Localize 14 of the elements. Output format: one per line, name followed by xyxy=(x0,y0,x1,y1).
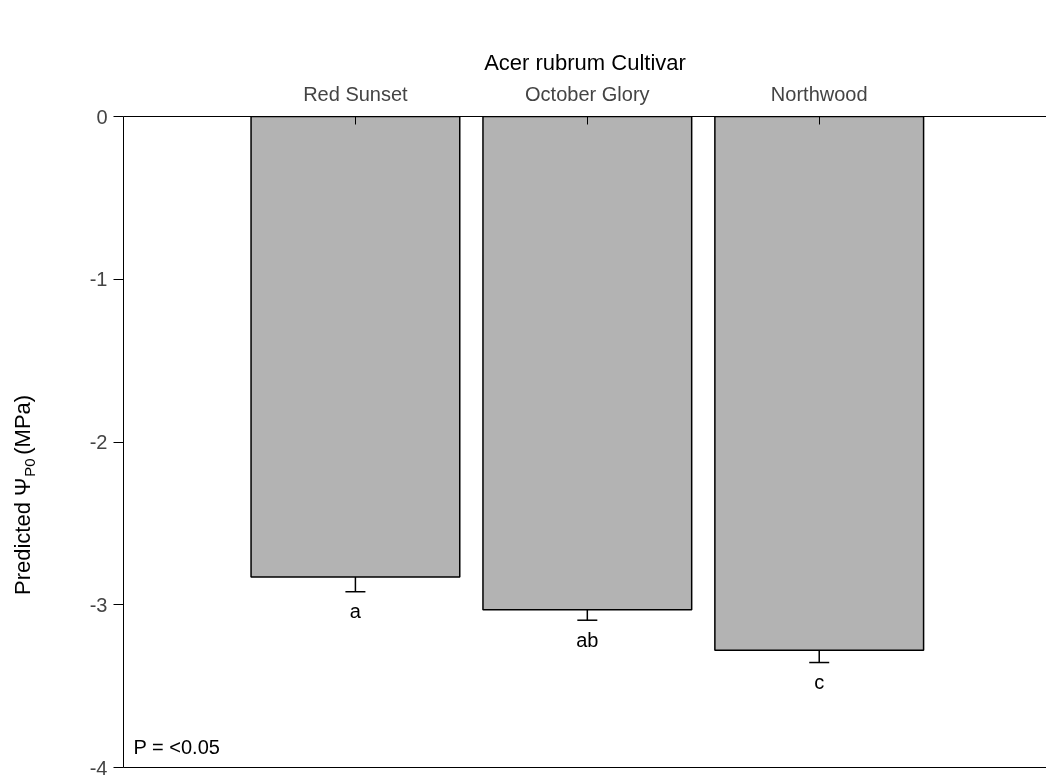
chart-title: Acer rubrum Cultivar xyxy=(484,49,686,75)
x-tick-label: October Glory xyxy=(525,82,650,105)
annotation: a xyxy=(349,600,362,623)
x-tick-label: Red Sunset xyxy=(303,82,409,105)
y-tick-label: -2 xyxy=(89,431,108,453)
annotation: P = <0.05 xyxy=(133,735,220,758)
annotation: ab xyxy=(576,628,599,651)
annotation: c xyxy=(814,671,825,694)
x-tick-label: Northwood xyxy=(770,82,868,105)
y-axis-title: Predicted ΨP0 (MPa) xyxy=(10,394,38,595)
y-tick-label: -3 xyxy=(89,593,108,616)
y-tick-label: -1 xyxy=(89,268,108,291)
y-tick-label: 0 xyxy=(96,105,108,128)
y-tick-label: -4 xyxy=(89,756,108,778)
